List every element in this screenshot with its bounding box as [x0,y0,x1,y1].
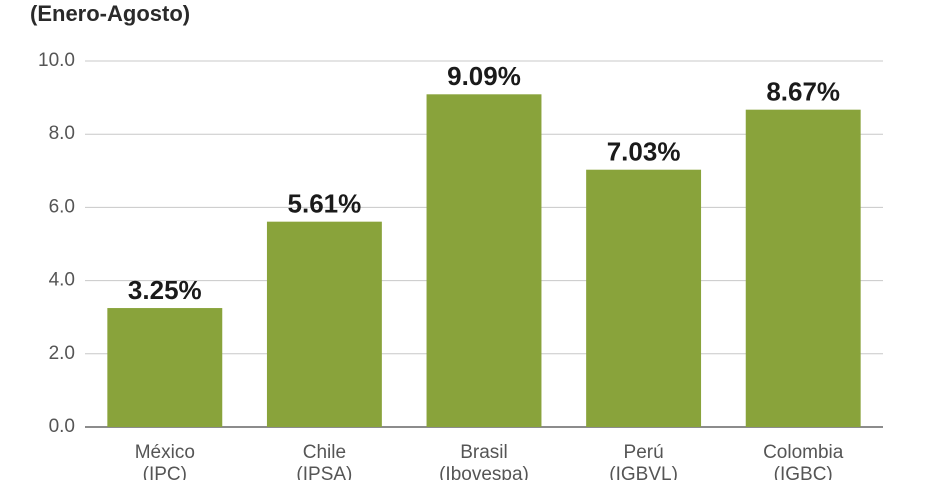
value-label: 8.67% [766,77,840,107]
value-label: 5.61% [288,189,362,219]
bar [745,109,861,427]
x-tick-label: Brasil [460,442,508,463]
x-tick-label: Chile [303,442,346,463]
x-tick-label: Perú [624,442,664,463]
y-tick-label: 6.0 [49,196,75,217]
x-tick-label: (IGBC) [774,464,833,480]
bar [107,308,223,427]
chart-subtitle: (Enero-Agosto) [30,1,190,26]
y-tick-label: 4.0 [49,270,75,291]
x-tick-label: Colombia [763,442,844,463]
bar [426,94,542,427]
y-tick-label: 10.0 [38,50,75,71]
x-tick-label: (IPC) [143,464,187,480]
x-tick-label: México [135,442,195,463]
x-tick-label: (Ibovespa) [439,464,529,480]
bar [586,169,702,427]
bar [266,221,382,427]
x-tick-label: (IPSA) [296,464,352,480]
value-label: 7.03% [607,137,681,167]
y-tick-label: 8.0 [49,123,75,144]
y-tick-label: 2.0 [49,343,75,364]
x-tick-label: (IGBVL) [609,464,678,480]
value-label: 9.09% [447,61,521,91]
value-label: 3.25% [128,275,202,305]
y-tick-label: 0.0 [49,416,75,437]
